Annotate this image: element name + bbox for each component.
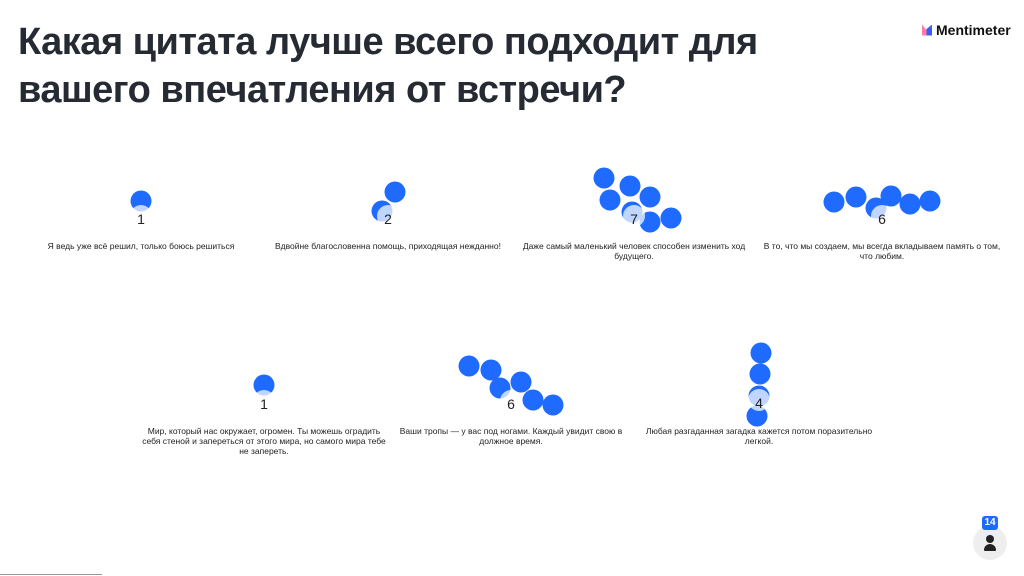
mentimeter-logo: Mentimeter xyxy=(922,22,1011,38)
count-halo xyxy=(623,205,645,227)
option-label: В то, что мы создаем, мы всегда вкладыва… xyxy=(763,241,1001,261)
vote-bubble xyxy=(599,189,621,211)
vote-bubble xyxy=(750,342,772,364)
participant-count-badge: 14 xyxy=(982,516,998,530)
vote-bubble xyxy=(660,207,682,229)
vote-bubble xyxy=(639,186,661,208)
option-label: Любая разгаданная загадка кажется потом … xyxy=(645,426,873,446)
vote-bubble xyxy=(619,175,641,197)
brand-name: Mentimeter xyxy=(936,22,1011,38)
vote-count: 6 xyxy=(507,396,515,412)
option-label: Даже самый маленький человек способен из… xyxy=(522,241,746,261)
vote-bubble xyxy=(510,371,532,393)
vote-bubble xyxy=(899,193,921,215)
vote-bubble xyxy=(593,167,615,189)
progress-line xyxy=(0,574,102,575)
count-halo xyxy=(871,205,893,227)
count-halo xyxy=(377,205,399,227)
vote-bubble xyxy=(845,186,867,208)
vote-bubble xyxy=(458,355,480,377)
count-halo xyxy=(748,389,770,411)
vote-count: 7 xyxy=(630,211,638,227)
vote-bubble xyxy=(384,181,406,203)
vote-bubble xyxy=(542,394,564,416)
vote-count: 2 xyxy=(384,211,392,227)
vote-bubble xyxy=(880,185,902,207)
vote-bubble xyxy=(919,190,941,212)
count-halo xyxy=(253,390,275,412)
page-title: Какая цитата лучше всего подходит для ва… xyxy=(18,21,758,111)
count-halo xyxy=(130,205,152,227)
vote-bubble xyxy=(823,191,845,213)
option-label: Вдвойне благословенна помощь, приходящая… xyxy=(275,241,501,251)
vote-count: 1 xyxy=(260,396,268,412)
vote-count: 1 xyxy=(137,211,145,227)
count-halo xyxy=(500,390,522,412)
mentimeter-logo-icon xyxy=(922,24,932,36)
vote-bubble xyxy=(522,389,544,411)
option-label: Мир, который нас окружает, огромен. Ты м… xyxy=(142,426,386,456)
participants-button[interactable] xyxy=(973,526,1007,560)
option-label: Ваши тропы — у вас под ногами. Каждый ув… xyxy=(399,426,623,446)
vote-count: 6 xyxy=(878,211,886,227)
vote-bubble xyxy=(749,363,771,385)
vote-bubble xyxy=(480,359,502,381)
option-label: Я ведь уже всё решил, только боюсь решит… xyxy=(47,241,235,251)
person-icon xyxy=(986,535,994,543)
vote-count: 4 xyxy=(755,395,763,411)
vote-bubble xyxy=(746,405,768,427)
person-icon-body xyxy=(984,544,996,551)
